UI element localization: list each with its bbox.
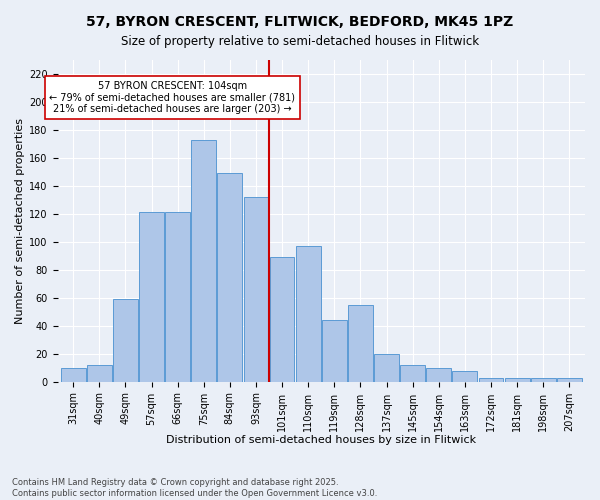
X-axis label: Distribution of semi-detached houses by size in Flitwick: Distribution of semi-detached houses by … [166, 435, 476, 445]
Bar [531, 378, 556, 382]
Bar [296, 246, 320, 382]
Bar [557, 378, 582, 382]
Bar [191, 140, 216, 382]
Bar [244, 197, 268, 382]
Text: Contains HM Land Registry data © Crown copyright and database right 2025.
Contai: Contains HM Land Registry data © Crown c… [12, 478, 377, 498]
Y-axis label: Number of semi-detached properties: Number of semi-detached properties [15, 118, 25, 324]
Bar [322, 320, 347, 382]
Bar [348, 305, 373, 382]
Bar [479, 378, 503, 382]
Bar [87, 365, 112, 382]
Bar [400, 365, 425, 382]
Bar [452, 370, 477, 382]
Bar [139, 212, 164, 382]
Text: 57, BYRON CRESCENT, FLITWICK, BEDFORD, MK45 1PZ: 57, BYRON CRESCENT, FLITWICK, BEDFORD, M… [86, 15, 514, 29]
Bar [61, 368, 86, 382]
Bar [113, 299, 138, 382]
Bar [165, 212, 190, 382]
Text: Size of property relative to semi-detached houses in Flitwick: Size of property relative to semi-detach… [121, 35, 479, 48]
Bar [505, 378, 530, 382]
Text: 57 BYRON CRESCENT: 104sqm
← 79% of semi-detached houses are smaller (781)
21% of: 57 BYRON CRESCENT: 104sqm ← 79% of semi-… [49, 81, 295, 114]
Bar [427, 368, 451, 382]
Bar [269, 257, 295, 382]
Bar [217, 174, 242, 382]
Bar [374, 354, 399, 382]
